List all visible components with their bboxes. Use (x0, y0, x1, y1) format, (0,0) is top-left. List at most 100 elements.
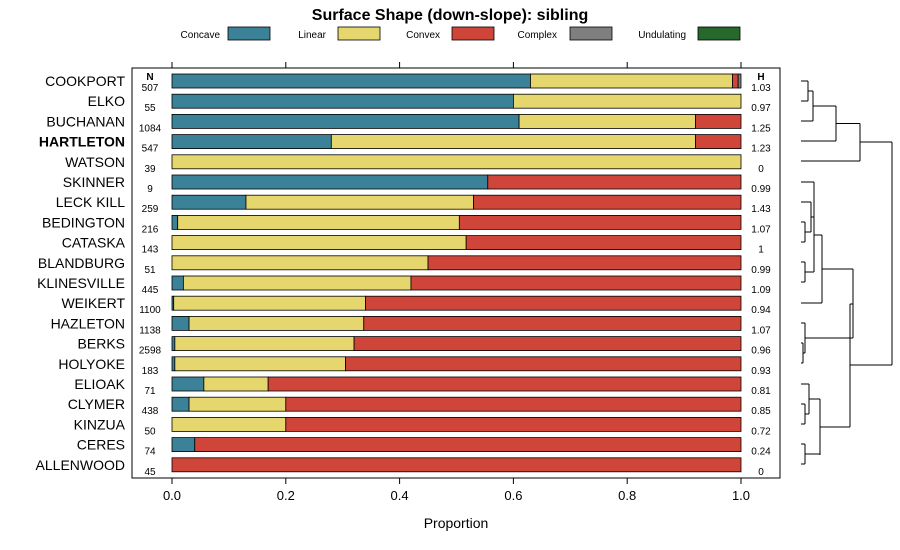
h-value-hazleton: 1.07 (751, 325, 771, 336)
bar-segment-cookport-convex (732, 73, 739, 89)
bar-segment-hazleton-concave (171, 315, 190, 331)
n-value-leck-kill: 259 (142, 204, 159, 215)
row-label-skinner: SKINNER (63, 174, 125, 190)
plot-frame (131, 67, 781, 479)
bar-segment-watson-linear (171, 154, 742, 170)
bar-segment-buchanan-linear (518, 114, 696, 129)
n-value-watson: 39 (144, 164, 156, 175)
row-label-elko: ELKO (88, 93, 125, 109)
bar-segment-berks-concave (171, 336, 176, 352)
row-label-cataska: CATASKA (62, 235, 126, 251)
bar-segment-bedington-convex (458, 214, 742, 230)
row-label-kinzua: KINZUA (74, 416, 126, 432)
row-label-elioak: ELIOAK (74, 376, 125, 392)
x-tick-label-5: 1.0 (732, 488, 750, 503)
n-value-holyoke: 183 (142, 366, 159, 377)
x-tick-label-2: 0.4 (391, 488, 409, 503)
row-label-hartleton: HARTLETON (39, 134, 125, 150)
bar-segment-blandburg-convex (427, 255, 742, 271)
legend-label-concave: Concave (181, 30, 221, 41)
bar-segment-cataska-convex (465, 235, 742, 251)
row-label-clymer: CLYMER (68, 396, 125, 412)
row-label-klinesville: KLINESVILLE (37, 275, 125, 291)
bar-segment-cookport-complex (737, 73, 742, 89)
row-label-holyoke: HOLYOKE (58, 356, 125, 372)
n-value-cataska: 143 (142, 245, 159, 256)
bar-segment-kinzua-linear (171, 416, 287, 432)
h-value-allenwood: 0 (758, 467, 764, 478)
bar-segment-blandburg-linear (171, 255, 429, 271)
bar-segment-elioak-convex (267, 376, 742, 392)
n-column-header: N (146, 72, 153, 83)
bar-segment-kinzua-convex (285, 416, 742, 432)
x-axis: 0.0 0.2 0.4 0.6 0.8 1.0 (163, 62, 750, 503)
h-value-cataska: 1 (758, 245, 764, 256)
legend-swatch-convex (451, 26, 495, 41)
bar-segment-hazleton-linear (188, 315, 365, 331)
legend: Concave Linear Convex Complex Undulating (181, 26, 741, 41)
bar-segment-klinesville-linear (182, 275, 412, 291)
n-value-cookport: 507 (142, 83, 159, 94)
bar-segment-hazleton-convex (363, 315, 742, 331)
bar-segment-weikert-convex (365, 295, 742, 311)
n-value-skinner: 9 (147, 184, 153, 195)
n-value-ceres: 74 (144, 447, 156, 458)
row-label-watson: WATSON (65, 154, 125, 170)
n-value-bedington: 216 (142, 224, 159, 235)
h-value-leck-kill: 1.43 (751, 204, 771, 215)
h-value-clymer: 0.85 (751, 406, 771, 417)
x-axis-label: Proportion (424, 515, 489, 531)
n-value-elioak: 71 (144, 386, 156, 397)
bar-segment-elko-linear (513, 93, 742, 109)
h-value-ceres: 0.24 (751, 447, 771, 458)
legend-swatch-linear (337, 26, 381, 41)
h-value-holyoke: 0.93 (751, 366, 771, 377)
bar-segment-bedington-concave (171, 214, 179, 230)
h-value-berks: 0.96 (751, 346, 771, 357)
n-value-allenwood: 45 (144, 467, 156, 478)
bar-segment-skinner-concave (171, 174, 489, 190)
bar-segment-cookport-linear (530, 73, 733, 89)
h-value-buchanan: 1.25 (751, 123, 771, 134)
legend-label-linear: Linear (298, 30, 326, 41)
h-column-header: H (757, 72, 764, 83)
n-value-blandburg: 51 (144, 265, 156, 276)
h-value-cookport: 1.03 (751, 83, 771, 94)
legend-label-undulating: Undulating (638, 30, 686, 41)
x-tick-label-3: 0.6 (504, 488, 522, 503)
row-label-berks: BERKS (78, 336, 125, 352)
h-value-skinner: 0.99 (751, 184, 771, 195)
h-value-weikert: 0.94 (751, 305, 771, 316)
row-label-allenwood: ALLENWOOD (36, 457, 125, 473)
n-value-kinzua: 50 (144, 426, 156, 437)
row-label-blandburg: BLANDBURG (38, 255, 125, 271)
bar-rows: COOKPORT 507 1.03 ELKO 55 0.97 BUCHANAN 1084 1.2… (36, 73, 772, 478)
bar-segment-holyoke-convex (345, 356, 742, 372)
bar-segment-klinesville-convex (410, 275, 742, 291)
legend-swatch-undulating (697, 26, 741, 41)
dendrogram (801, 80, 893, 465)
bar-segment-hartleton-concave (171, 134, 332, 150)
h-value-elioak: 0.81 (751, 386, 771, 397)
n-value-weikert: 1100 (139, 305, 161, 316)
bar-segment-allenwood-convex (171, 457, 742, 473)
row-label-bedington: BEDINGTON (42, 214, 125, 230)
bar-segment-skinner-convex (487, 174, 742, 190)
bar-segment-leck-kill-convex (473, 194, 742, 210)
legend-swatch-complex (569, 26, 613, 41)
bar-segment-weikert-linear (173, 295, 366, 311)
n-value-hazleton: 1138 (139, 325, 161, 336)
bar-segment-klinesville-concave (171, 275, 184, 291)
row-label-weikert: WEIKERT (61, 295, 125, 311)
bar-segment-hartleton-convex (695, 134, 742, 150)
h-value-bedington: 1.07 (751, 224, 771, 235)
bar-segment-clymer-convex (285, 396, 742, 412)
bar-segment-ceres-concave (171, 437, 196, 453)
dendrogram-branches (801, 80, 893, 465)
bar-segment-berks-convex (353, 336, 742, 352)
h-value-hartleton: 1.23 (751, 144, 771, 155)
h-value-elko: 0.97 (751, 103, 771, 114)
h-value-klinesville: 1.09 (751, 285, 771, 296)
row-label-leck-kill: LECK KILL (56, 194, 125, 210)
bar-segment-leck-kill-concave (171, 194, 247, 210)
